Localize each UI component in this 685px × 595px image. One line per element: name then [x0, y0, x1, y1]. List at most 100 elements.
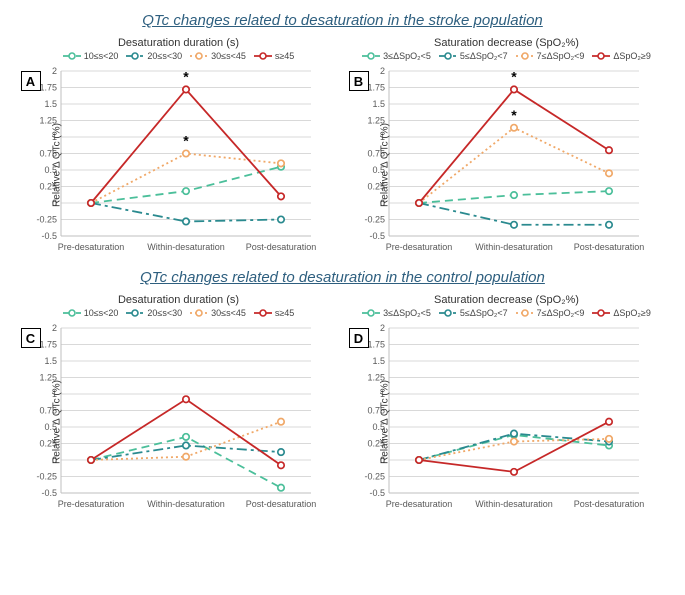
legend-label: 10≤s<20 — [84, 308, 119, 318]
svg-text:1.75: 1.75 — [367, 83, 385, 93]
svg-text:Post-desaturation: Post-desaturation — [245, 242, 316, 252]
legend-marker-icon — [190, 51, 208, 61]
legend-label: 7≤ΔSpO₂<9 — [537, 308, 585, 318]
svg-text:Pre-desaturation: Pre-desaturation — [57, 242, 124, 252]
legend-item: 7≤ΔSpO₂<9 — [516, 51, 585, 61]
legend-marker-icon — [439, 51, 457, 61]
legend-item: s≥45 — [254, 308, 294, 318]
svg-text:-0.25: -0.25 — [364, 472, 385, 482]
legend-item: 3≤ΔSpO₂<5 — [362, 51, 431, 61]
legend-marker-icon — [592, 51, 610, 61]
svg-text:2: 2 — [379, 323, 384, 333]
chart-title-B: Saturation decrease (SpO₂%) — [347, 37, 667, 49]
svg-text:-0.25: -0.25 — [36, 472, 57, 482]
section-title-control: QTc changes related to desaturation in t… — [12, 269, 673, 286]
legend-item: s≥45 — [254, 51, 294, 61]
legend-item: ΔSpO₂≥9 — [592, 51, 650, 61]
svg-text:*: * — [511, 107, 517, 123]
legend-marker-icon — [516, 308, 534, 318]
legend-marker-icon — [254, 51, 272, 61]
svg-text:Post-desaturation: Post-desaturation — [573, 242, 644, 252]
legend-label: 10≤s<20 — [84, 51, 119, 61]
ylabel-C: Relative Δ QTc (%) — [51, 380, 62, 464]
legend-marker-icon — [516, 51, 534, 61]
panel-A: A Desaturation duration (s) 10≤s<20 20≤s<… — [19, 37, 339, 265]
legend-item: 10≤s<20 — [63, 51, 119, 61]
svg-text:Pre-desaturation: Pre-desaturation — [57, 499, 124, 509]
legend-D: 3≤ΔSpO₂<5 5≤ΔSpO₂<7 7≤ΔSpO₂<9 ΔSpO₂≥9 — [347, 308, 667, 318]
legend-marker-icon — [126, 51, 144, 61]
svg-text:1.75: 1.75 — [39, 83, 57, 93]
svg-text:Post-desaturation: Post-desaturation — [573, 499, 644, 509]
ylabel-A: Relative Δ QTc (%) — [51, 123, 62, 207]
svg-text:1.5: 1.5 — [372, 99, 385, 109]
svg-text:Within-desaturation: Within-desaturation — [475, 499, 553, 509]
legend-item: 20≤s<30 — [126, 308, 182, 318]
svg-text:1.5: 1.5 — [372, 356, 385, 366]
svg-text:1.5: 1.5 — [44, 99, 57, 109]
svg-text:-0.5: -0.5 — [369, 488, 385, 498]
legend-label: 30≤s<45 — [211, 308, 246, 318]
svg-text:1.5: 1.5 — [44, 356, 57, 366]
legend-label: 3≤ΔSpO₂<5 — [383, 308, 431, 318]
legend-label: 5≤ΔSpO₂<7 — [460, 308, 508, 318]
legend-marker-icon — [362, 51, 380, 61]
legend-marker-icon — [362, 308, 380, 318]
svg-text:-0.5: -0.5 — [41, 488, 57, 498]
svg-text:2: 2 — [51, 323, 56, 333]
chart-title-A: Desaturation duration (s) — [19, 37, 339, 49]
legend-item: 3≤ΔSpO₂<5 — [362, 308, 431, 318]
svg-text:-0.5: -0.5 — [369, 231, 385, 241]
svg-text:2: 2 — [51, 66, 56, 76]
chart-C: Relative Δ QTc (%) -0.5-0.2500.250.50.75… — [19, 322, 339, 522]
svg-text:*: * — [183, 133, 189, 149]
legend-label: s≥45 — [275, 51, 294, 61]
legend-marker-icon — [439, 308, 457, 318]
legend-marker-icon — [63, 308, 81, 318]
legend-item: 30≤s<45 — [190, 308, 246, 318]
svg-text:-0.25: -0.25 — [364, 215, 385, 225]
svg-text:2: 2 — [379, 66, 384, 76]
legend-marker-icon — [63, 51, 81, 61]
legend-label: 3≤ΔSpO₂<5 — [383, 51, 431, 61]
legend-C: 10≤s<20 20≤s<30 30≤s<45 s≥45 — [19, 308, 339, 318]
svg-text:1.75: 1.75 — [39, 340, 57, 350]
legend-item: 5≤ΔSpO₂<7 — [439, 308, 508, 318]
ylabel-D: Relative Δ QTc (%) — [379, 380, 390, 464]
ylabel-B: Relative Δ QTc (%) — [379, 123, 390, 207]
svg-text:Within-desaturation: Within-desaturation — [475, 242, 553, 252]
svg-text:-0.25: -0.25 — [36, 215, 57, 225]
legend-item: ΔSpO₂≥9 — [592, 308, 650, 318]
legend-item: 5≤ΔSpO₂<7 — [439, 51, 508, 61]
legend-marker-icon — [190, 308, 208, 318]
svg-text:Pre-desaturation: Pre-desaturation — [385, 242, 452, 252]
legend-label: 7≤ΔSpO₂<9 — [537, 51, 585, 61]
panel-label-A: A — [21, 71, 41, 91]
legend-marker-icon — [592, 308, 610, 318]
legend-label: s≥45 — [275, 308, 294, 318]
svg-text:-0.5: -0.5 — [41, 231, 57, 241]
panel-label-D: D — [349, 328, 369, 348]
legend-item: 10≤s<20 — [63, 308, 119, 318]
svg-text:1.75: 1.75 — [367, 340, 385, 350]
legend-label: 20≤s<30 — [147, 51, 182, 61]
svg-text:Pre-desaturation: Pre-desaturation — [385, 499, 452, 509]
legend-item: 7≤ΔSpO₂<9 — [516, 308, 585, 318]
chart-title-C: Desaturation duration (s) — [19, 294, 339, 306]
legend-marker-icon — [126, 308, 144, 318]
chart-A: Relative Δ QTc (%) -0.5-0.2500.250.50.75… — [19, 65, 339, 265]
legend-marker-icon — [254, 308, 272, 318]
legend-label: 30≤s<45 — [211, 51, 246, 61]
panel-label-C: C — [21, 328, 41, 348]
svg-text:Within-desaturation: Within-desaturation — [147, 242, 225, 252]
chart-title-D: Saturation decrease (SpO₂%) — [347, 294, 667, 306]
panel-label-B: B — [349, 71, 369, 91]
legend-B: 3≤ΔSpO₂<5 5≤ΔSpO₂<7 7≤ΔSpO₂<9 ΔSpO₂≥9 — [347, 51, 667, 61]
legend-item: 30≤s<45 — [190, 51, 246, 61]
svg-text:Within-desaturation: Within-desaturation — [147, 499, 225, 509]
panel-D: D Saturation decrease (SpO₂%) 3≤ΔSpO₂<5 5… — [347, 294, 667, 522]
legend-label: ΔSpO₂≥9 — [613, 51, 650, 61]
panel-B: B Saturation decrease (SpO₂%) 3≤ΔSpO₂<5 5… — [347, 37, 667, 265]
chart-D: Relative Δ QTc (%) -0.5-0.2500.250.50.75… — [347, 322, 667, 522]
chart-B: Relative Δ QTc (%) -0.5-0.2500.250.50.75… — [347, 65, 667, 265]
